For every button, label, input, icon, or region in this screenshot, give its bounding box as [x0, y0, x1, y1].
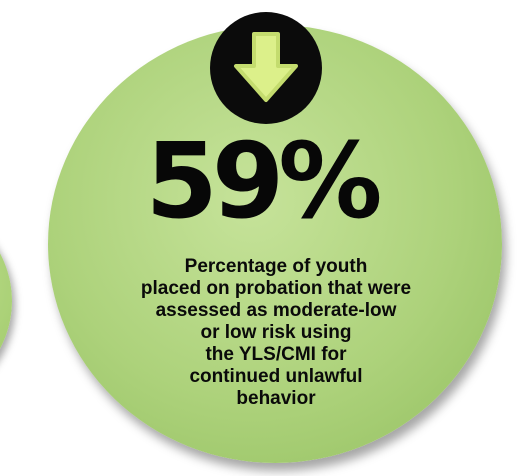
- statistic-description: Percentage of youth placed on probation …: [66, 256, 486, 410]
- description-line: continued unlawful: [189, 366, 363, 387]
- description-line: the YLS/CMI for: [205, 344, 347, 365]
- down-arrow-icon: [234, 32, 298, 102]
- description-line: Percentage of youth: [184, 256, 368, 277]
- arrow-badge: [210, 12, 322, 124]
- description-line: behavior: [236, 388, 316, 409]
- description-line: assessed as moderate-low: [155, 300, 397, 321]
- statistic-value: 59%: [145, 120, 383, 242]
- description-line: placed on probation that were: [140, 278, 412, 299]
- description-line: or low risk using: [200, 322, 352, 343]
